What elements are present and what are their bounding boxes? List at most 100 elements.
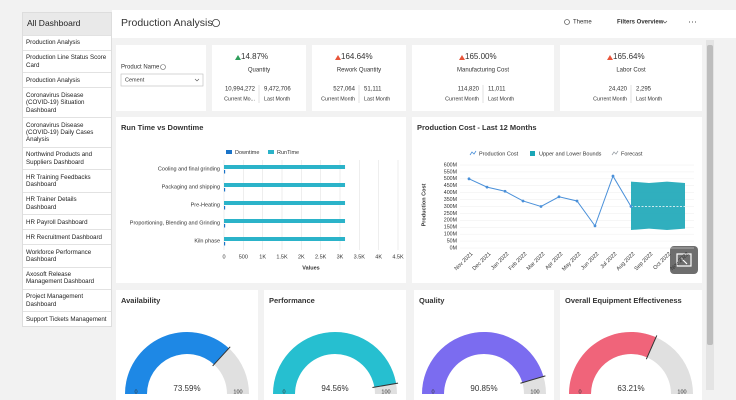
sidebar: All Dashboard Production Analysis Product… xyxy=(22,12,112,328)
kpi-name: Quantity xyxy=(248,68,270,74)
gauge-title: Availability xyxy=(121,296,161,305)
legend-swatch xyxy=(611,150,619,156)
y-tick-label: 500M xyxy=(444,176,457,182)
trend-arrow xyxy=(335,55,341,60)
gauge-needle xyxy=(212,346,231,367)
filter-value: Cement xyxy=(125,77,145,83)
sidebar-item[interactable]: Northwind Products and Suppliers Dashboa… xyxy=(23,147,111,169)
more-menu[interactable]: ··· xyxy=(688,16,697,26)
x-axis-label: Values xyxy=(302,265,319,271)
x-tick-label: 3.5K xyxy=(354,254,366,260)
point xyxy=(593,224,597,228)
legend-label: Upper and Lower Bounds xyxy=(539,151,602,157)
gauge-needle xyxy=(372,382,399,389)
kpi-current: 527,064 xyxy=(333,87,355,93)
gauge-title: Overall Equipment Effectiveness xyxy=(565,296,682,305)
kpi-current: 114,820 xyxy=(458,87,480,93)
sidebar-item[interactable]: HR Training Feedbacks Dashboard xyxy=(23,169,111,191)
kpi-change: 165.00% xyxy=(465,52,497,61)
trend-arrow xyxy=(607,55,613,60)
scroll-thumb[interactable] xyxy=(707,45,713,345)
y-tick-label: 100M xyxy=(444,232,457,238)
x-tick-label: 4.5K xyxy=(392,254,404,260)
bar xyxy=(224,188,226,192)
sidebar-item[interactable]: Coronavirus Disease (COVID-19) Situation… xyxy=(23,87,111,117)
point xyxy=(557,195,561,199)
bar xyxy=(224,219,346,223)
info-icon xyxy=(160,64,166,70)
kpi-last-label: Last Month xyxy=(264,96,290,102)
x-tick-label: 4K xyxy=(375,254,382,260)
gauge-min: 0 xyxy=(431,389,434,395)
gauge-value-label: 73.59% xyxy=(173,384,200,393)
x-tick-label: 1.5K xyxy=(276,254,288,260)
legend-swatch xyxy=(226,150,232,154)
expand-icon xyxy=(676,253,692,267)
y-tick-label: 200M xyxy=(444,218,457,224)
y-tick-label: 50M xyxy=(447,238,457,244)
x-tick-label: 1K xyxy=(259,254,266,260)
gauge-value xyxy=(125,332,229,394)
x-tick-label: 0 xyxy=(222,254,225,260)
legend-swatch xyxy=(268,150,274,154)
y-tick-label: 150M xyxy=(444,225,457,231)
info-icon[interactable] xyxy=(211,18,220,27)
filter-label: Product Name xyxy=(121,65,160,71)
gauge-min: 0 xyxy=(282,389,285,395)
header-bar xyxy=(112,10,736,38)
kpi-current-label: Current Month xyxy=(593,96,627,102)
y-tick-label: Kiln phase xyxy=(194,238,220,244)
point xyxy=(485,185,489,189)
cost-line xyxy=(468,174,632,227)
gauge-max: 100 xyxy=(381,389,390,395)
gauge-max: 100 xyxy=(677,389,686,395)
gauge-title: Performance xyxy=(269,296,315,305)
sidebar-item[interactable]: Production Analysis xyxy=(23,35,111,50)
y-tick-label: Cooling and final grinding xyxy=(158,166,220,172)
kpi-last-label: Last Month xyxy=(636,96,662,102)
gauge-max: 100 xyxy=(233,389,242,395)
sidebar-item[interactable]: Support Tickets Management xyxy=(23,311,111,326)
bar xyxy=(224,201,346,205)
legend-label: Forecast xyxy=(621,151,643,157)
sidebar-item[interactable]: Axosoft Release Management Dashboard xyxy=(23,266,111,289)
runtime-card xyxy=(116,117,406,283)
y-tick-label: Pre-Heating xyxy=(191,202,220,208)
point xyxy=(467,177,471,181)
kpi-change: 164.64% xyxy=(341,52,373,61)
sidebar-item[interactable]: HR Trainer Details Dashboard xyxy=(23,191,111,214)
sidebar-item[interactable]: Production Line Status Score Card xyxy=(23,50,111,72)
sidebar-item[interactable]: HR Payroll Dashboard xyxy=(23,214,111,229)
sidebar-item[interactable]: Coronavirus Disease (COVID-19) Daily Cas… xyxy=(23,117,111,147)
filters-button[interactable]: Filters Overview xyxy=(617,20,664,26)
point xyxy=(575,199,579,203)
bounds-area xyxy=(631,181,685,231)
sidebar-item[interactable]: Project Management Dashboard xyxy=(23,289,111,311)
kpi-last-label: Last Month xyxy=(488,96,514,102)
kpi-last: 11,011 xyxy=(488,87,506,93)
theme-icon xyxy=(564,19,570,25)
gauge-value xyxy=(273,331,397,394)
bar xyxy=(224,242,226,246)
y-tick-label: 300M xyxy=(444,204,457,210)
chevron xyxy=(194,78,200,82)
sidebar-item[interactable]: HR Recruitment Dashboard xyxy=(23,229,111,244)
y-tick-label: 600M xyxy=(444,162,457,168)
kpi-last-label: Last Month xyxy=(364,96,390,102)
bar xyxy=(224,237,346,241)
theme-button[interactable]: Theme xyxy=(573,20,592,26)
y-tick-label: 0M xyxy=(450,245,457,251)
sidebar-item[interactable]: Workforce Performance Dashboard xyxy=(23,244,111,266)
sidebar-title: All Dashboard xyxy=(23,13,111,35)
kpi-current-label: Current Month xyxy=(445,96,479,102)
sidebar-item[interactable]: Production Analysis xyxy=(23,72,111,87)
legend-swatch xyxy=(530,151,535,156)
expand-button[interactable] xyxy=(670,246,698,274)
trend-arrow xyxy=(459,55,465,60)
y-tick-label: 350M xyxy=(444,197,457,203)
point xyxy=(521,199,525,203)
y-axis-label: Production Cost xyxy=(421,183,427,226)
filter-select[interactable] xyxy=(120,73,204,87)
